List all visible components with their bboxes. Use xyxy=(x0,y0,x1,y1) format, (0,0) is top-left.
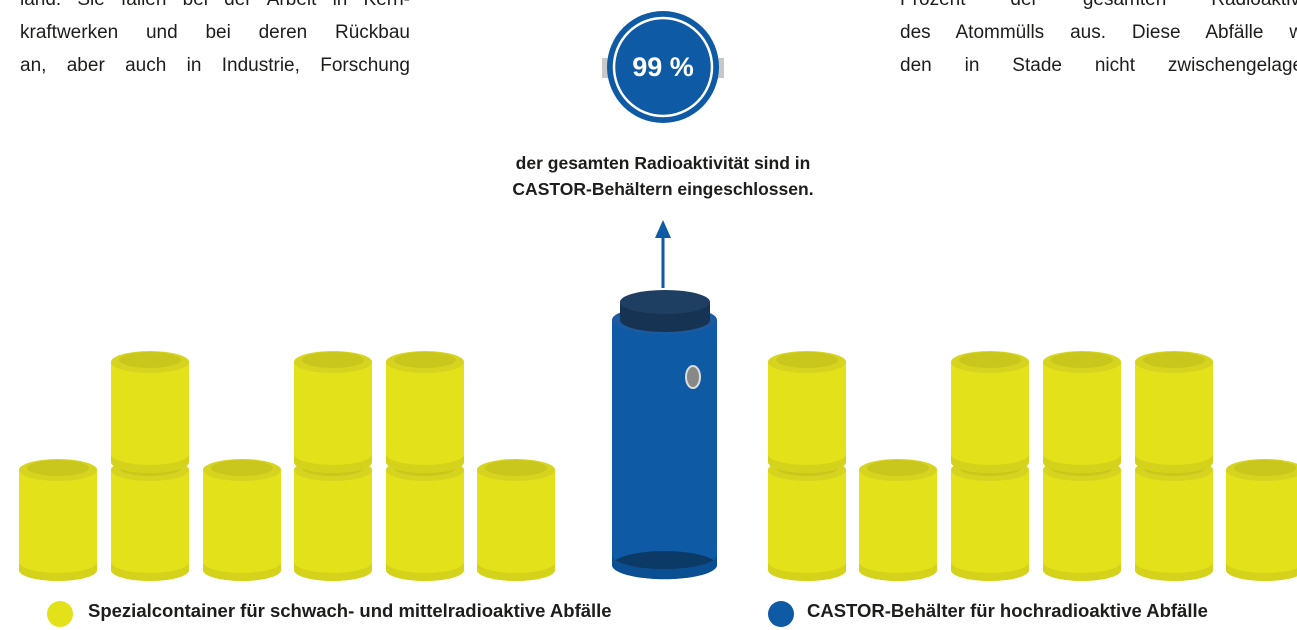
right-paragraph: Prozent der gesamten Radioaktivitä des A… xyxy=(900,0,1297,82)
text-line: CASTOR-Behältern eingeschlossen. xyxy=(413,176,913,202)
badge: 99 % xyxy=(602,11,724,123)
text-line: Prozent der gesamten Radioaktivitä xyxy=(900,0,1297,16)
container-part xyxy=(951,470,1029,581)
container-part xyxy=(111,470,189,581)
left-paragraph: land. Sie fallen bei der Arbeit in Kern-… xyxy=(20,0,410,82)
container-part xyxy=(951,362,1029,473)
container-part xyxy=(111,362,189,473)
container-part xyxy=(768,362,846,473)
container-part xyxy=(394,352,456,368)
container-part xyxy=(959,352,1021,368)
container-part xyxy=(1043,362,1121,473)
container-part xyxy=(485,460,547,476)
castor xyxy=(612,290,717,579)
container-part xyxy=(867,460,929,476)
text-line: land. Sie fallen bei der Arbeit in Kern- xyxy=(20,0,410,16)
text-line: den in Stade nicht zwischengelagert. xyxy=(900,49,1297,82)
badge-label: 99 % xyxy=(632,52,694,82)
container-part xyxy=(1043,470,1121,581)
legend-swatch xyxy=(768,601,794,627)
container-part xyxy=(768,470,846,581)
drawing: 99 % xyxy=(0,0,1297,630)
container-part xyxy=(477,470,555,581)
container-part xyxy=(1143,352,1205,368)
container-part xyxy=(1234,460,1296,476)
legend-entry: Spezialcontainer für schwach- und mittel… xyxy=(88,600,612,622)
container-part xyxy=(211,460,273,476)
container-part xyxy=(1135,470,1213,581)
container-part xyxy=(294,362,372,473)
container-part xyxy=(119,352,181,368)
container-part xyxy=(19,470,97,581)
container-part xyxy=(27,460,89,476)
text-line: des Atommülls aus. Diese Abfälle wer xyxy=(900,16,1297,49)
container-part xyxy=(386,470,464,581)
container-part xyxy=(776,352,838,368)
text-line: an, aber auch in Industrie, Forschung xyxy=(20,49,410,82)
container-part xyxy=(386,362,464,473)
container-part xyxy=(1135,362,1213,473)
container-part xyxy=(859,470,937,581)
container-part xyxy=(203,470,281,581)
caption: der gesamten Radioaktivität sind in CAST… xyxy=(413,150,913,202)
container-part xyxy=(1226,470,1297,581)
infographic: 99 % land. Sie fallen bei der Arbeit in … xyxy=(0,0,1297,630)
legend-entry: CASTOR-Behälter für hochradioaktive Abfä… xyxy=(807,600,1208,622)
text-line: kraftwerken und bei deren Rückbau xyxy=(20,16,410,49)
container-part xyxy=(1051,352,1113,368)
container-part xyxy=(294,470,372,581)
arrow xyxy=(655,220,671,288)
container-part xyxy=(302,352,364,368)
legend-swatch xyxy=(47,601,73,627)
text-line: der gesamten Radioaktivität sind in xyxy=(413,150,913,176)
